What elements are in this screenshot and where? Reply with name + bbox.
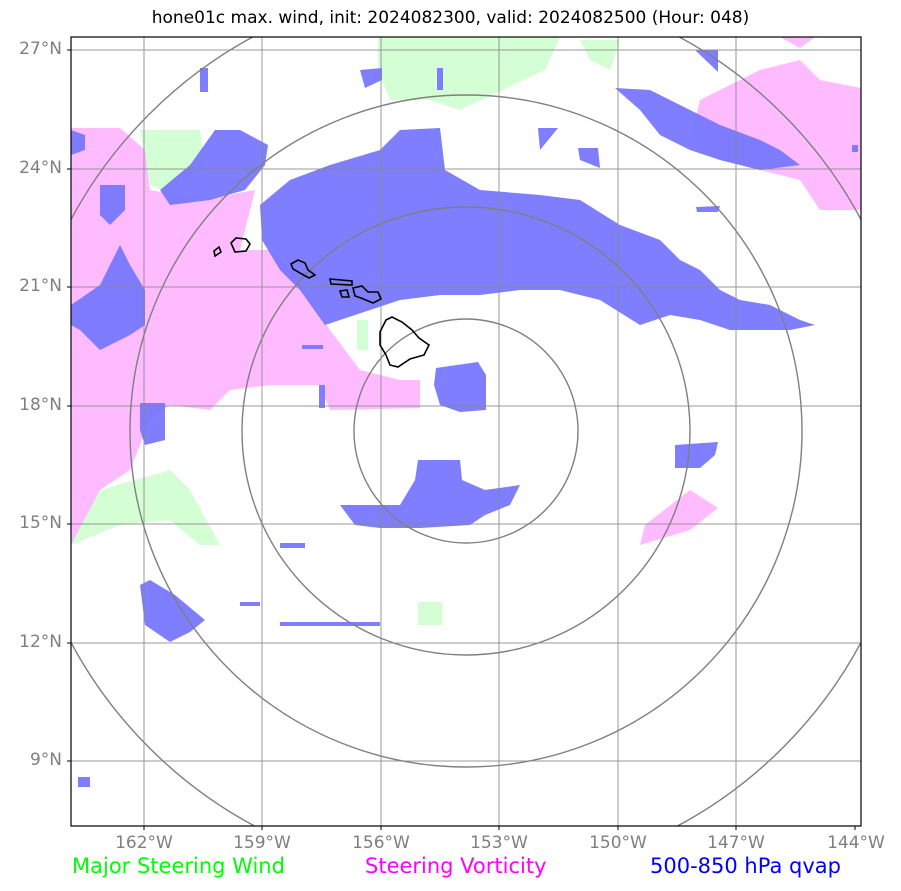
lon-label: 156°W (352, 833, 410, 853)
vorticity-area (71, 128, 420, 545)
island-lanai (338, 289, 351, 298)
qvap-area (538, 128, 558, 150)
qvap-area (240, 602, 260, 606)
qvap-area (200, 68, 208, 92)
qvap-area (302, 345, 323, 349)
lat-label: 21°N (19, 276, 62, 296)
green-area (580, 40, 620, 70)
qvap-area (100, 185, 125, 225)
lon-label: 159°W (233, 833, 291, 853)
lon-label: 153°W (470, 833, 528, 853)
qvap-area (71, 245, 145, 350)
lon-label: 144°W (827, 833, 885, 853)
island-niihau (213, 245, 222, 258)
qvap-area (360, 68, 382, 88)
coastlines (213, 237, 431, 368)
legend-qvap: 500-850 hPa qvap (650, 854, 841, 878)
qvap-area (615, 88, 800, 170)
vorticity-layer (71, 37, 861, 545)
tick-marks (67, 49, 856, 830)
qvap-area (280, 622, 380, 626)
green-area (418, 602, 442, 625)
lat-label: 18°N (19, 395, 62, 415)
qvap-area (260, 128, 815, 330)
qvap-area (319, 385, 325, 408)
legend-steering-wind: Major Steering Wind (72, 854, 285, 878)
lat-label: 9°N (29, 750, 62, 770)
qvap-layer (71, 50, 858, 787)
island-kauai (230, 237, 251, 253)
island-hawaii (379, 316, 431, 368)
qvap-area (437, 68, 443, 90)
green-area (378, 37, 560, 110)
range-ring (241, 206, 691, 656)
qvap-area (675, 442, 718, 468)
lat-label: 15°N (19, 513, 62, 533)
green-area (71, 470, 220, 545)
island-maui (352, 285, 383, 304)
qvap-area (140, 403, 165, 445)
qvap-area (78, 777, 90, 787)
map-title: hone01c max. wind, init: 2024082300, val… (151, 8, 750, 28)
qvap-area (71, 130, 85, 155)
qvap-area (695, 50, 718, 72)
lat-label: 12°N (19, 632, 62, 652)
range-ring (353, 318, 579, 544)
vorticity-area (690, 60, 861, 210)
lon-label: 150°W (589, 833, 647, 853)
qvap-area (280, 543, 305, 548)
lon-label: 162°W (115, 833, 173, 853)
qvap-area (160, 130, 268, 205)
island-molokai (329, 278, 353, 286)
green-area (357, 320, 368, 350)
map-frame (70, 36, 862, 827)
lon-label: 147°W (707, 833, 765, 853)
range-ring (129, 94, 803, 768)
qvap-area (852, 145, 858, 152)
qvap-area (578, 148, 600, 168)
island-oahu (289, 259, 317, 279)
lat-label: 27°N (19, 39, 62, 59)
lat-label: 24°N (19, 158, 62, 178)
qvap-area (434, 362, 486, 412)
vorticity-area (780, 37, 815, 48)
vorticity-area (640, 490, 718, 545)
range-rings (71, 37, 861, 826)
graticule (71, 37, 861, 826)
qvap-area (140, 580, 205, 642)
qvap-area (696, 206, 720, 212)
qvap-area (340, 460, 520, 528)
legend-steering-vorticity: Steering Vorticity (365, 854, 547, 878)
